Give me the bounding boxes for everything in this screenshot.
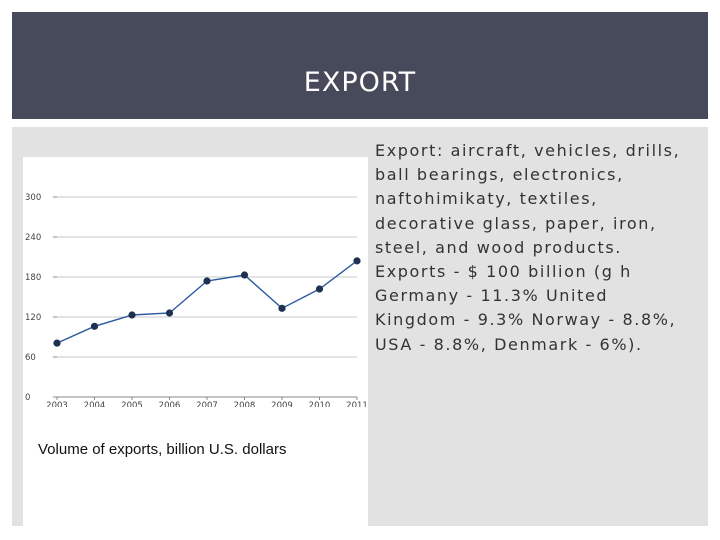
y-tick-label: 300: [25, 193, 41, 203]
data-point: [90, 322, 99, 330]
y-tick-label: 0: [25, 393, 30, 403]
x-tick-label: 2004: [84, 401, 106, 407]
x-tick-label: 2007: [196, 401, 218, 407]
data-point: [278, 304, 286, 312]
data-point: [353, 257, 361, 265]
x-tick-label: 2011: [346, 401, 368, 407]
data-point: [240, 271, 249, 279]
x-tick-label: 2010: [309, 401, 331, 407]
data-point: [203, 277, 211, 285]
line-chart: 0 60 120 180 240 300 2003 2004 2005 2006 2007 2008 2…: [25, 193, 368, 407]
y-tick-label: 180: [25, 273, 41, 283]
y-tick-label: 240: [25, 233, 41, 243]
x-tick-label: 2006: [159, 401, 181, 407]
slide-content: 0 60 120 180 240 300 2003 2004 2005 2006 2007 2008 2…: [12, 127, 708, 529]
slide-body-text: Export: aircraft, vehicles, drills, ball…: [375, 141, 681, 354]
data-point: [53, 339, 61, 347]
x-tick-label: 2008: [234, 401, 256, 407]
x-tick-label: 2003: [46, 401, 68, 407]
slide-title: EXPORT: [303, 67, 417, 98]
chart-caption: Volume of exports, billion U.S. dollars: [38, 441, 287, 458]
data-point: [128, 311, 136, 319]
data-point: [165, 309, 174, 317]
export-chart: 0 60 120 180 240 300 2003 2004 2005 2006 2007 2008 2…: [23, 157, 368, 529]
y-tick-label: 60: [25, 353, 36, 363]
x-tick-label: 2005: [121, 401, 143, 407]
y-tick-label: 120: [25, 313, 41, 323]
series-line: [56, 260, 358, 344]
data-point: [315, 285, 324, 293]
x-tick-label: 2009: [271, 401, 293, 407]
slide-header: EXPORT: [12, 12, 708, 119]
